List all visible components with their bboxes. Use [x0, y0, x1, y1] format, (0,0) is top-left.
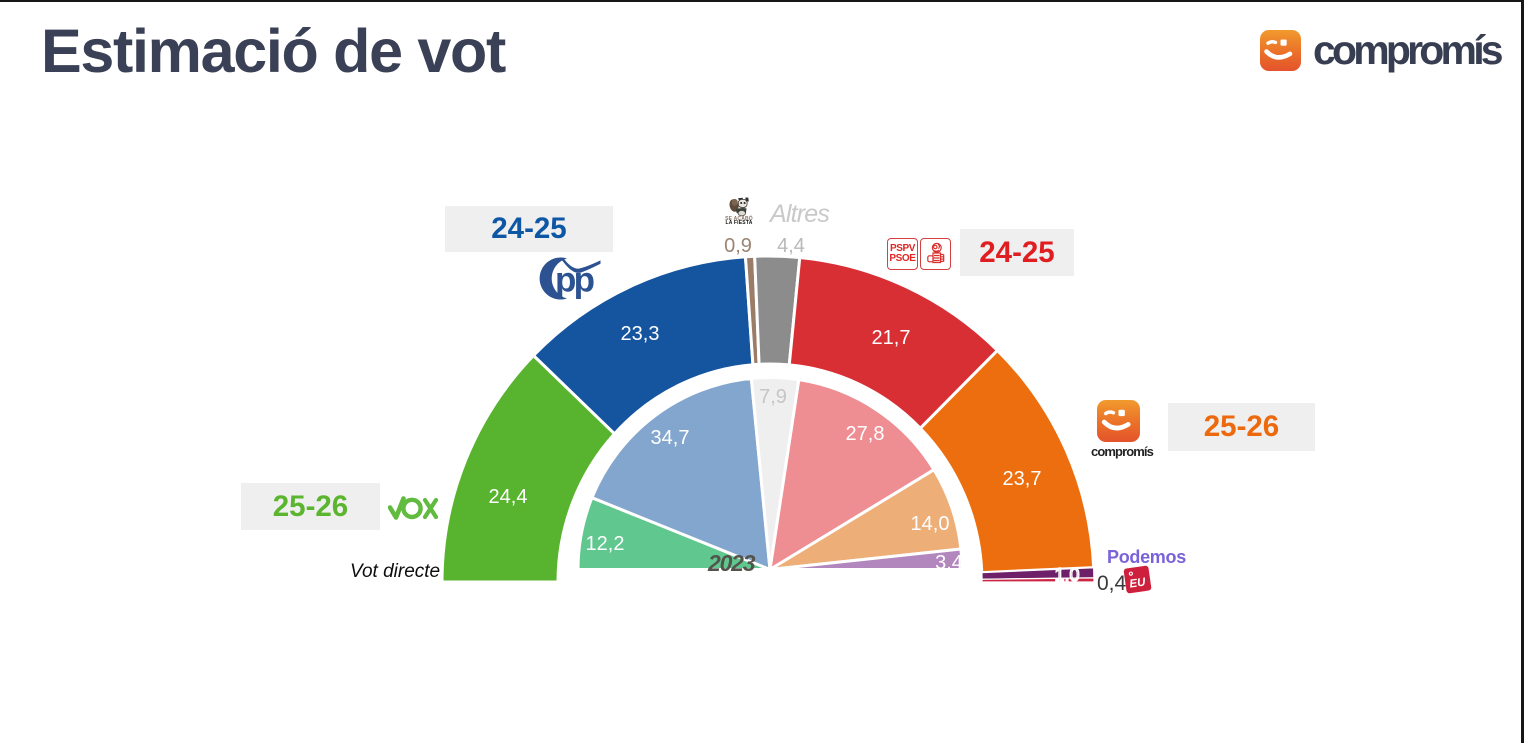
svg-text:27,8: 27,8	[846, 423, 885, 445]
svg-text:7,9: 7,9	[759, 386, 787, 408]
svg-text:pp: pp	[555, 261, 594, 300]
svg-text:14,0: 14,0	[911, 513, 950, 535]
svg-text:23,3: 23,3	[621, 323, 660, 345]
svg-text:21,7: 21,7	[872, 327, 911, 349]
svg-text:34,7: 34,7	[651, 427, 690, 449]
svg-text:3,4: 3,4	[935, 552, 963, 574]
svg-text:0,9: 0,9	[724, 235, 752, 257]
svg-text:1,0: 1,0	[1054, 565, 1079, 585]
svg-text:EU: EU	[1129, 576, 1147, 590]
svg-text:24,4: 24,4	[489, 486, 528, 508]
svg-text:4,4: 4,4	[777, 235, 805, 257]
svg-text:23,7: 23,7	[1003, 468, 1042, 490]
svg-text:12,2: 12,2	[586, 533, 625, 555]
